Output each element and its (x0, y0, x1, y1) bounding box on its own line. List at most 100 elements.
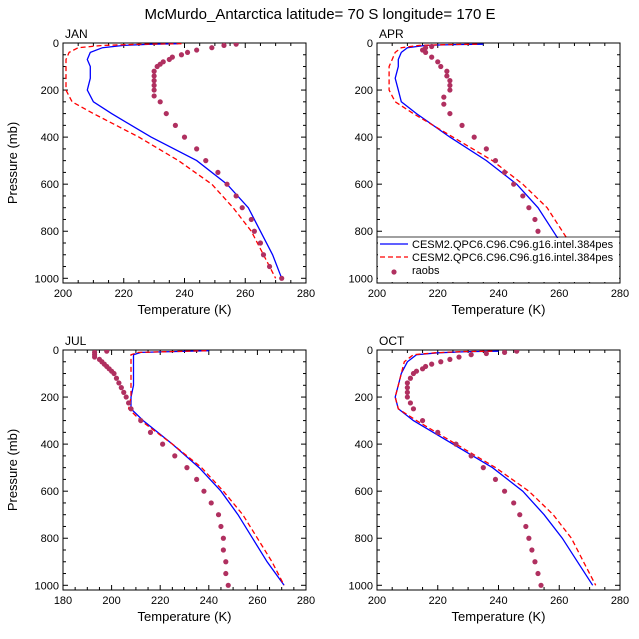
raobs-point (154, 63, 160, 70)
raobs-point (423, 49, 429, 56)
raobs-point (456, 354, 462, 360)
raobs-point (147, 429, 154, 435)
raobs-point (514, 350, 520, 354)
legend-label: CESM2.QPC6.C96.C96.g16.intel.384pes (412, 252, 614, 264)
y-tick-label: 1000 (35, 580, 59, 592)
raobs-point (419, 366, 426, 372)
raobs-point (257, 240, 264, 246)
raobs-point (260, 252, 267, 258)
raobs-point (239, 205, 245, 211)
x-tick-label: 220 (429, 288, 447, 300)
raobs-point (184, 465, 190, 471)
raobs-point (459, 122, 465, 128)
y-axis-label: Pressure (mb) (5, 429, 20, 511)
x-tick-label: 240 (200, 595, 218, 607)
y-tick-label: 200 (41, 85, 59, 97)
y-tick-label: 800 (355, 533, 373, 545)
raobs-point (492, 158, 499, 164)
raobs-point (248, 216, 254, 223)
x-tick-label: 260 (236, 288, 254, 300)
series-group (394, 350, 597, 588)
raobs-point (480, 465, 486, 471)
raobs-point (535, 228, 541, 234)
raobs-point (138, 417, 144, 424)
x-tick-label: 260 (248, 595, 266, 607)
raobs-point (181, 134, 188, 140)
raobs-point (523, 523, 529, 530)
panel-label: JAN (65, 27, 88, 41)
raobs-point (535, 570, 541, 577)
raobs-point (233, 193, 239, 199)
raobs-point (447, 78, 453, 84)
y-tick-label: 200 (355, 85, 373, 97)
y-tick-label: 600 (41, 179, 59, 191)
x-tick-label: 200 (54, 288, 72, 300)
raobs-point (483, 146, 489, 152)
raobs-point (215, 512, 222, 518)
raobs-point (532, 559, 538, 565)
raobs-point (444, 68, 450, 74)
raobs-point (225, 582, 231, 588)
model-dashed-line (388, 43, 600, 279)
raobs-point (532, 216, 538, 223)
legend-background (378, 238, 619, 282)
raobs-point (215, 169, 221, 176)
raobs-point (429, 361, 435, 367)
raobs-point (203, 158, 209, 164)
panel-label: APR (379, 27, 404, 41)
raobs-point (251, 228, 257, 234)
raobs-point (111, 370, 117, 377)
raobs-point (194, 476, 200, 483)
legend-label: CESM2.QPC6.C96.C96.g16.intel.384pes (412, 239, 614, 251)
raobs-point (435, 429, 441, 435)
y-tick-label: 0 (367, 345, 373, 357)
raobs-point (419, 417, 426, 424)
raobs-point (447, 356, 453, 363)
raobs-point (194, 47, 200, 53)
raobs-point (194, 146, 200, 152)
y-tick-label: 400 (41, 439, 59, 451)
raobs-point (220, 547, 226, 553)
x-tick-label: 220 (429, 595, 447, 607)
x-axis-label: Temperature (K) (138, 609, 232, 624)
raobs-point (404, 385, 410, 391)
raobs-point (511, 181, 517, 187)
x-tick-label: 220 (151, 595, 169, 607)
raobs-point (404, 389, 410, 395)
raobs-point (116, 380, 122, 386)
raobs-point (163, 110, 169, 117)
raobs-point (126, 400, 132, 406)
raobs-point (526, 205, 532, 211)
raobs-point (435, 59, 441, 65)
panel-jul: 180 200 220 240 260 280 0 200 400 600 800 1000 JUL Te… (5, 334, 315, 624)
raobs-point (151, 87, 157, 93)
raobs-point (429, 54, 435, 60)
raobs-point (468, 453, 474, 459)
x-axis-label: Temperature (K) (452, 609, 546, 624)
y-tick-label: 400 (41, 132, 59, 144)
panel-jan: 200 220 240 260 280 0 200 400 600 800 1000 JAN Tempe… (5, 27, 315, 317)
plot-frame (62, 349, 307, 591)
raobs-point (178, 52, 185, 58)
raobs-point (438, 359, 444, 365)
raobs-point (160, 441, 166, 447)
raobs-point (121, 389, 127, 395)
y-tick-label: 800 (355, 226, 373, 238)
x-tick-label: 180 (54, 595, 72, 607)
raobs-point (447, 82, 453, 88)
raobs-point (492, 476, 499, 483)
raobs-point (501, 350, 508, 355)
raobs-point (221, 43, 227, 48)
x-tick-label: 240 (175, 288, 193, 300)
panels: 200 220 240 260 280 0 200 400 600 800 1000 JAN Tempe… (5, 27, 629, 624)
x-tick-label: 200 (102, 595, 120, 607)
x-tick-label: 280 (611, 288, 629, 300)
raobs-point (538, 582, 544, 588)
legend: CESM2.QPC6.C96.C96.g16.intel.384pesCESM2… (377, 236, 620, 282)
raobs-point (172, 453, 178, 459)
y-axis-label: Pressure (mb) (5, 122, 20, 204)
x-axis-label: Temperature (K) (138, 302, 232, 317)
raobs-point (104, 350, 110, 354)
y-tick-label: 400 (355, 439, 373, 451)
raobs-point (453, 441, 459, 447)
